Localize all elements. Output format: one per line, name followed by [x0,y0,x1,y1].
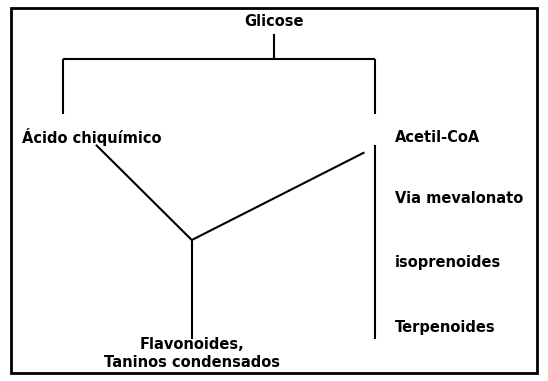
Text: Terpenoides: Terpenoides [395,320,495,335]
Text: isoprenoides: isoprenoides [395,255,501,271]
Text: Flavonoides,
Taninos condensados: Flavonoides, Taninos condensados [104,337,280,370]
Text: Acetil-CoA: Acetil-CoA [395,130,480,145]
Text: Ácido chiquímico: Ácido chiquímico [22,128,162,146]
Text: Via mevalonato: Via mevalonato [395,190,523,206]
Text: Glicose: Glicose [244,14,304,29]
